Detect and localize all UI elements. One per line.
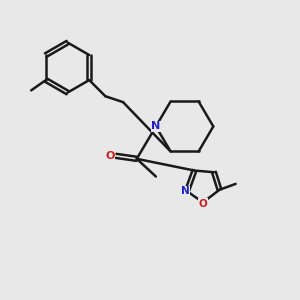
Text: N: N [151, 122, 160, 131]
Text: O: O [199, 199, 207, 209]
Text: N: N [181, 186, 190, 196]
Text: O: O [106, 151, 115, 161]
